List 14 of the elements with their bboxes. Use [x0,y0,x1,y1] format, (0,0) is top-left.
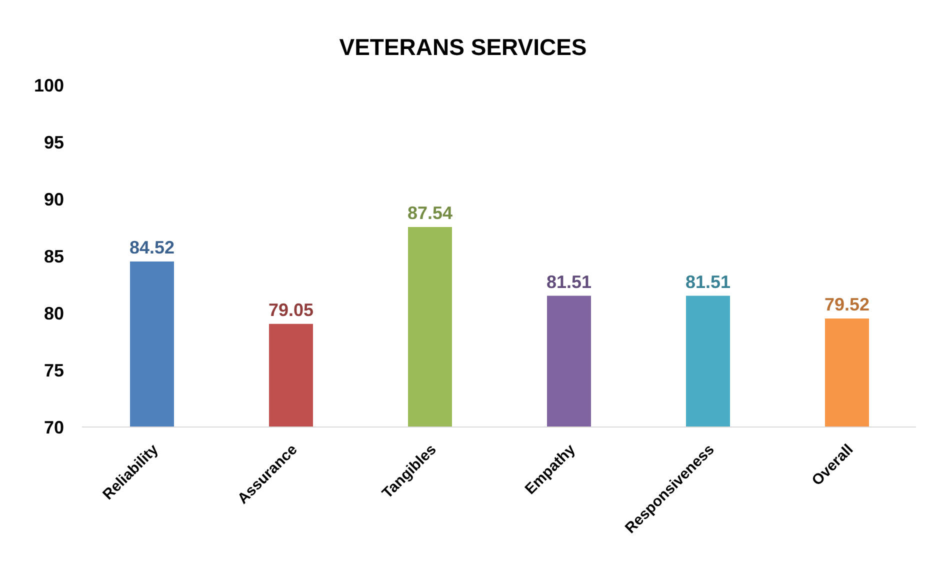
y-tick-label: 100 [34,75,64,96]
y-tick-label: 80 [44,303,64,324]
data-label: 79.52 [824,294,870,314]
y-tick-label: 75 [44,360,64,380]
data-label: 81.51 [685,272,731,292]
data-label: 81.51 [546,272,592,292]
y-tick-label: 70 [44,417,64,438]
data-label: 87.54 [407,203,453,224]
y-tick-label: 85 [44,246,64,266]
chart-title: VETERANS SERVICES [338,34,588,61]
data-label: 84.52 [129,237,175,258]
data-label: 79.05 [268,300,314,320]
y-tick-label: 95 [44,132,64,152]
y-tick-label: 90 [44,189,64,210]
